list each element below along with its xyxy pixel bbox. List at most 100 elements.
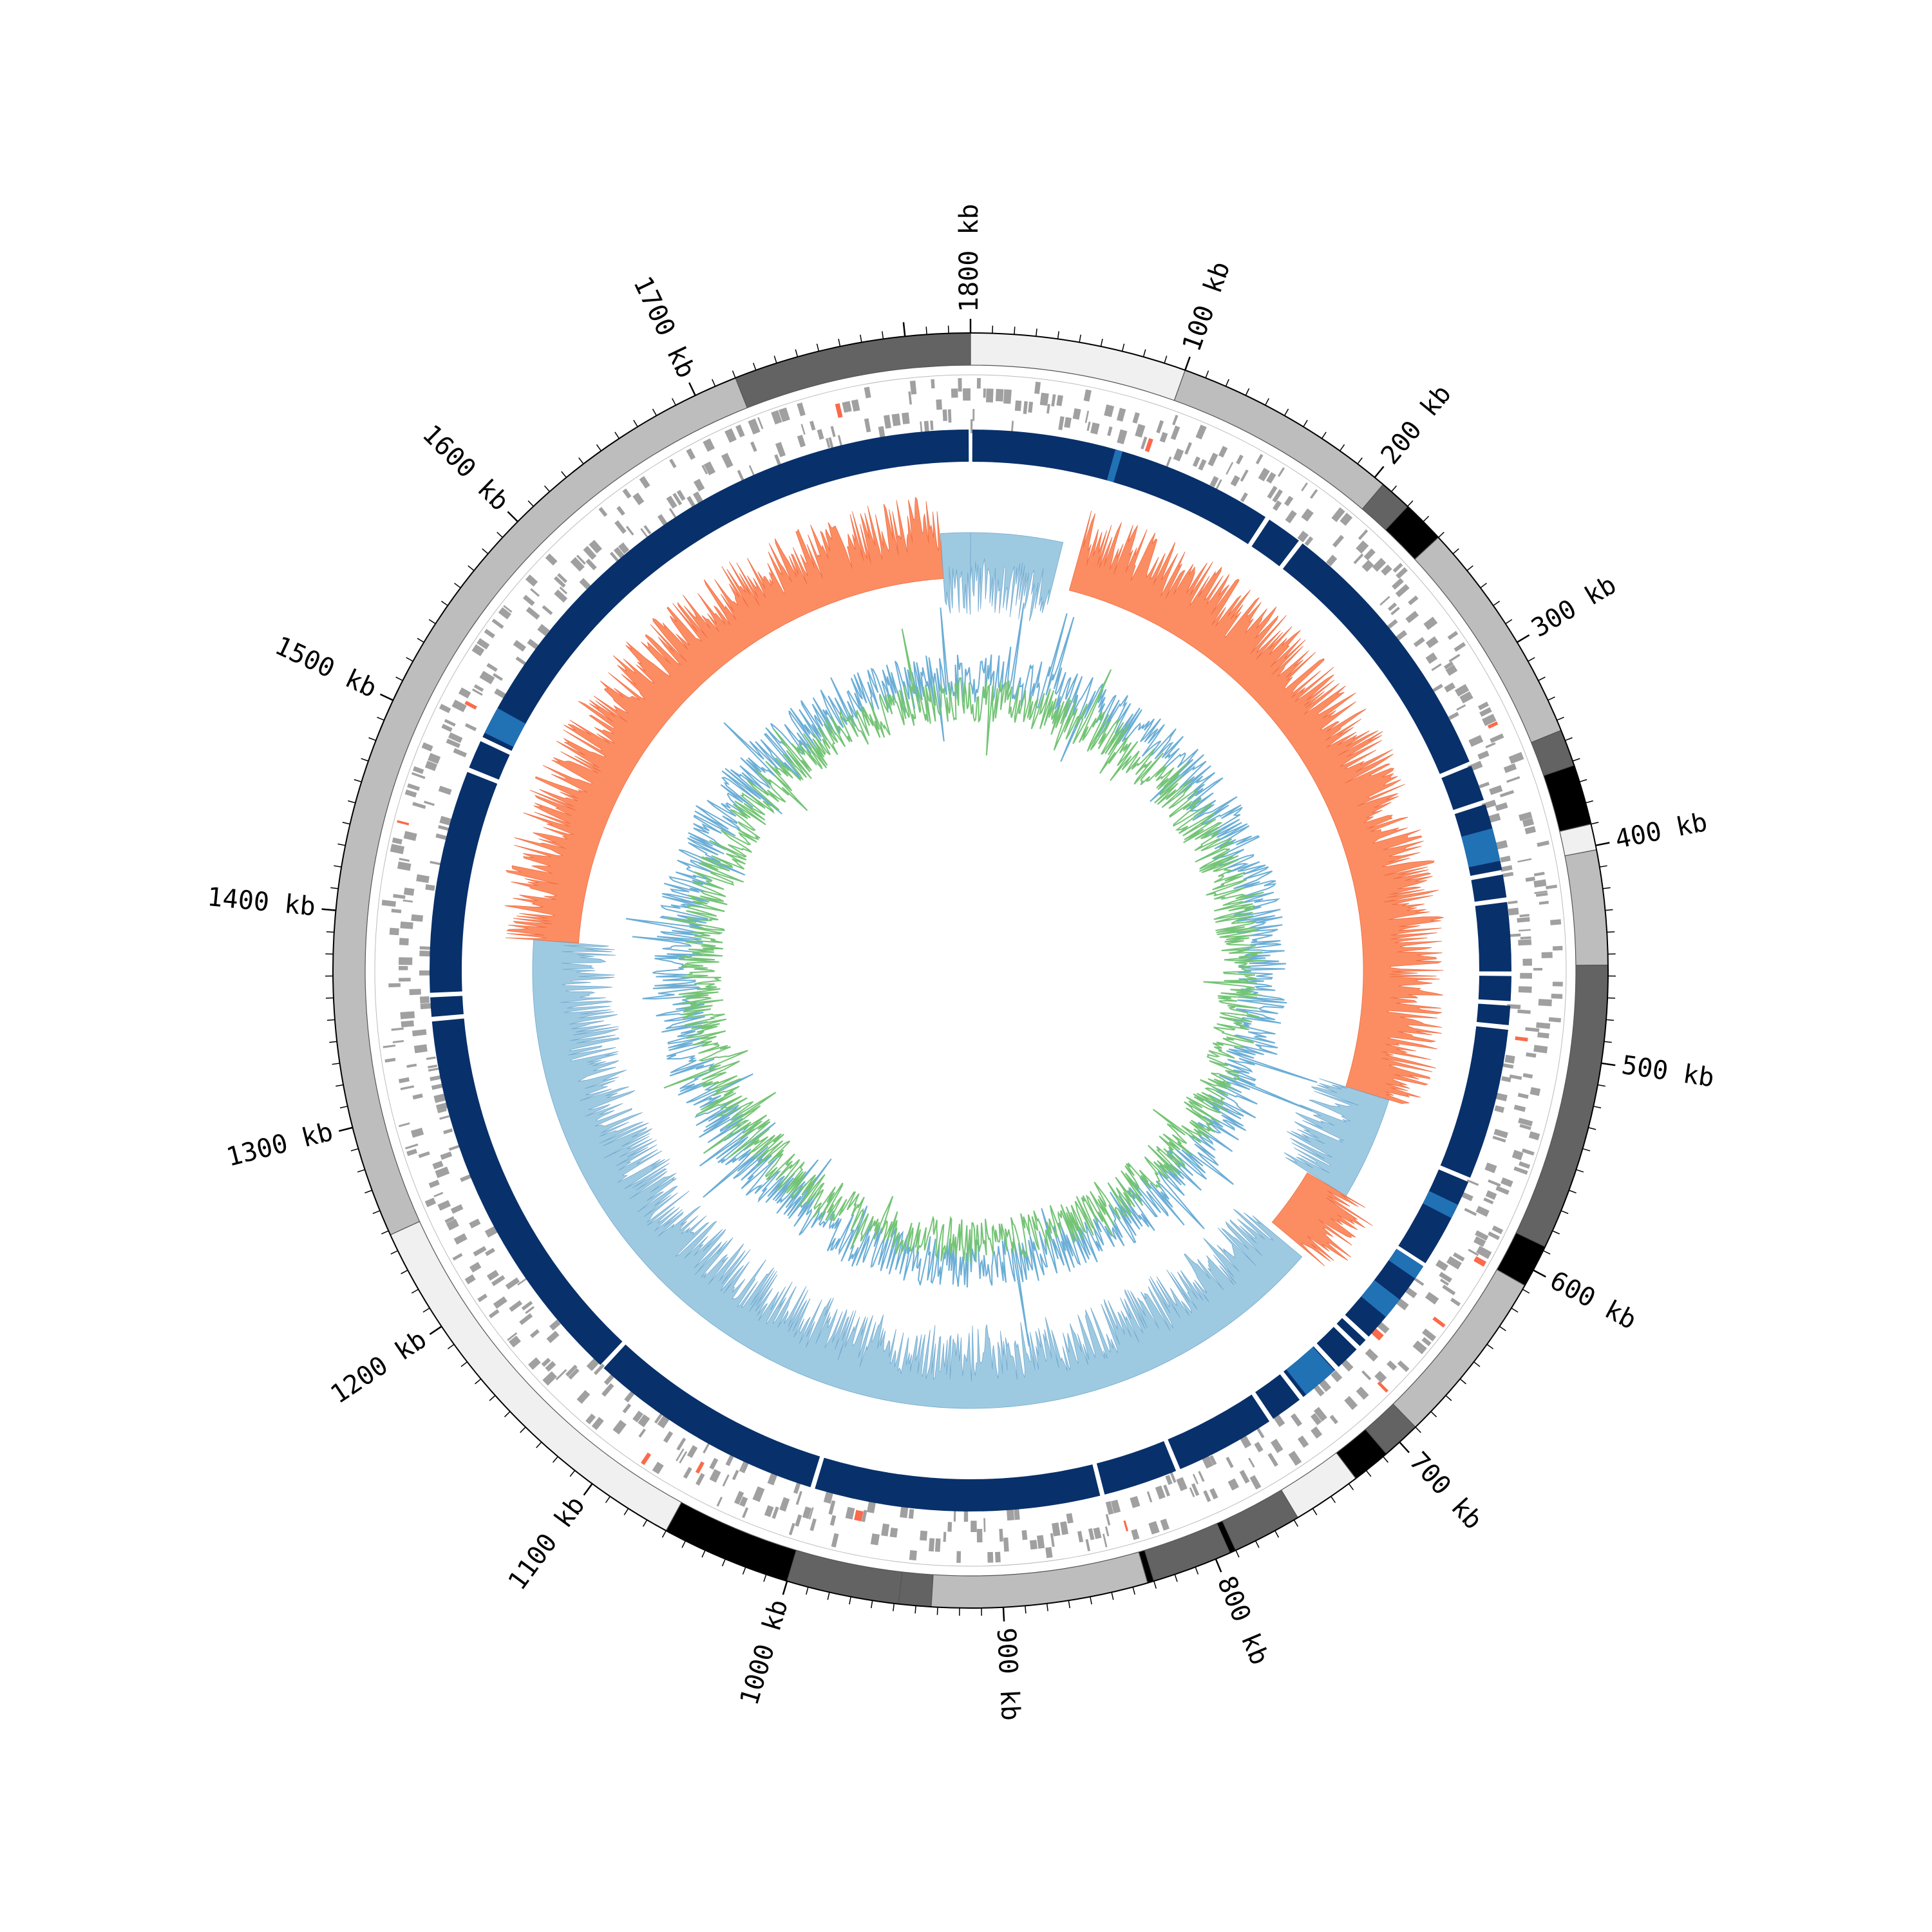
gene-feature [1291, 1413, 1303, 1427]
minor-tick [1528, 657, 1535, 662]
gene-feature [598, 507, 608, 517]
minor-tick [652, 408, 658, 416]
gene-feature [884, 415, 891, 429]
gene-feature [1473, 1236, 1486, 1247]
gene-feature [1425, 636, 1439, 649]
gene-feature [1160, 1519, 1170, 1531]
gene-feature [400, 1085, 415, 1090]
gene-feature [412, 1094, 423, 1100]
gene-feature [1107, 426, 1113, 437]
gene-feature [1266, 472, 1276, 484]
gene-feature [420, 1003, 434, 1010]
minor-tick [1046, 1603, 1048, 1611]
gene-feature [430, 1075, 442, 1081]
gene-feature [956, 1551, 961, 1563]
gene-feature [1311, 1426, 1323, 1439]
gene-feature [1014, 400, 1022, 412]
gene-feature [909, 1550, 917, 1561]
major-tick [1601, 1062, 1616, 1066]
gene-feature [464, 723, 477, 732]
gene-feature [381, 900, 396, 907]
gene-feature [554, 589, 568, 603]
gene-feature [1028, 401, 1034, 413]
minor-tick [422, 1307, 430, 1313]
contig-alt-block [1361, 1280, 1400, 1318]
minor-tick [1569, 1189, 1577, 1194]
skew-track [504, 497, 1444, 1409]
minor-tick [1225, 379, 1229, 387]
gene-feature [739, 1459, 747, 1472]
gene-feature [1485, 1190, 1497, 1200]
minor-tick [337, 843, 346, 846]
gene-feature [1189, 1487, 1195, 1497]
gene-feature [1495, 802, 1508, 811]
gene-feature [1506, 776, 1520, 783]
gene-feature [909, 380, 917, 395]
gene-feature [1421, 1337, 1432, 1347]
gene-feature [1439, 1278, 1450, 1286]
contig-block [430, 772, 498, 993]
minor-tick [752, 363, 757, 371]
gene-feature [1361, 1370, 1372, 1381]
minor-tick [742, 1567, 746, 1575]
gene-feature [1271, 1439, 1283, 1454]
gene-track [374, 374, 1567, 1567]
gene-feature [392, 1039, 404, 1043]
minor-tick [497, 531, 503, 538]
gene-feature [1104, 1526, 1110, 1537]
contig-block [1475, 902, 1511, 972]
gene-feature [389, 927, 399, 936]
tick-label: 200 kb [1376, 379, 1457, 470]
gene-feature [908, 1509, 914, 1519]
gene-feature [1036, 1535, 1045, 1549]
gene-feature [1519, 1161, 1531, 1169]
gene-feature [828, 437, 835, 450]
gene-feature [1045, 1547, 1053, 1558]
gene-feature [987, 1551, 994, 1563]
minor-tick [882, 331, 884, 339]
gene-feature [750, 441, 757, 452]
gene-feature [1485, 742, 1496, 748]
gene-feature [537, 623, 550, 636]
minor-tick [1593, 1106, 1602, 1109]
gene-feature [802, 1506, 812, 1519]
gene-feature [1515, 1036, 1528, 1042]
gene-feature [519, 1313, 533, 1325]
gene-feature [525, 1306, 535, 1314]
gene-feature [971, 1520, 977, 1532]
outer-segment-ring [332, 332, 1609, 1609]
gene-feature [451, 699, 467, 712]
tick-label: 1500 kb [270, 631, 381, 704]
gene-feature [1297, 531, 1309, 543]
tick-label: 800 kb [1211, 1572, 1274, 1669]
outer-segment [1222, 1489, 1299, 1551]
gene-feature [1318, 1379, 1332, 1392]
minor-tick [661, 1530, 667, 1538]
minor-tick [681, 1540, 687, 1548]
minor-tick [1321, 431, 1327, 439]
minor-tick [1542, 1250, 1551, 1255]
gene-feature [446, 1218, 459, 1231]
gene-feature [1432, 1316, 1446, 1328]
gene-feature [930, 421, 934, 430]
gene-feature [507, 1332, 518, 1341]
gene-feature [703, 1442, 710, 1454]
gene-feature [1297, 1435, 1309, 1448]
minor-tick [816, 343, 820, 352]
minor-tick [1383, 1456, 1389, 1463]
minor-tick [1493, 600, 1501, 606]
gene-feature [393, 894, 406, 899]
tick-label: 400 kb [1613, 808, 1710, 855]
minor-tick [1111, 1592, 1114, 1600]
gene-feature [419, 946, 431, 950]
minor-tick [732, 370, 736, 379]
gene-feature [1173, 448, 1184, 462]
gene-feature [1326, 554, 1338, 567]
gene-feature [1452, 1252, 1465, 1262]
gene-feature [439, 703, 451, 714]
gene-feature [976, 378, 981, 389]
gene-feature [390, 844, 405, 855]
gene-feature [1537, 840, 1549, 848]
gene-feature [1425, 652, 1438, 664]
